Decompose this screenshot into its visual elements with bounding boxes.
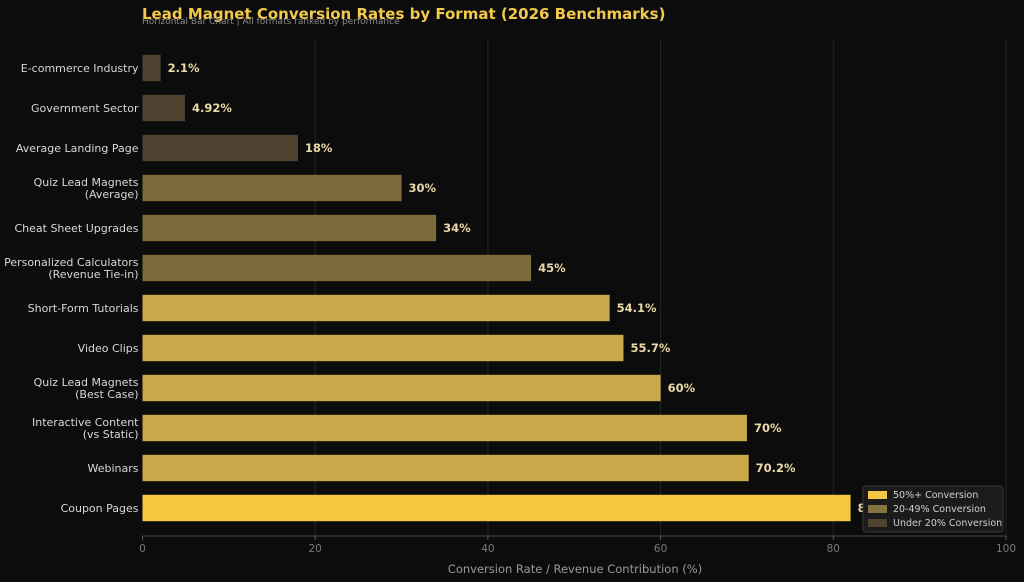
value-label-11: 70.2% bbox=[756, 461, 796, 475]
category-label-1: E-commerce Industry bbox=[21, 62, 139, 75]
legend-label-2: 20-49% Conversion bbox=[893, 504, 986, 515]
category-label-11: Webinars bbox=[87, 462, 138, 475]
value-label-4: 30% bbox=[409, 181, 437, 195]
x-tick-label-1: 20 bbox=[309, 543, 322, 555]
x-tick-label-0: 0 bbox=[139, 543, 146, 555]
category-label-10: Interactive Content (vs Static) bbox=[32, 416, 139, 441]
category-labels: E-commerce Industry Government Sector Aver… bbox=[4, 62, 139, 515]
x-axis-label: Conversion Rate / Revenue Contribution (… bbox=[448, 562, 702, 576]
bar-2 bbox=[142, 94, 185, 122]
category-label-2: Government Sector bbox=[31, 102, 139, 115]
category-label-3: Average Landing Page bbox=[16, 142, 139, 155]
chart-title: Lead Magnet Conversion Rates by Format (… bbox=[142, 5, 665, 23]
x-tick-label-3: 60 bbox=[654, 543, 667, 555]
category-label-9: Quiz Lead Magnets (Best Case) bbox=[34, 376, 139, 401]
x-axis: 0 20 40 60 80 100 bbox=[139, 535, 1016, 555]
bar-3 bbox=[142, 134, 298, 162]
bar-10 bbox=[142, 414, 747, 442]
value-label-1: 2.1% bbox=[168, 61, 200, 75]
x-tick-label-2: 40 bbox=[481, 543, 494, 555]
category-label-7: Short-Form Tutorials bbox=[28, 302, 139, 315]
value-label-5: 34% bbox=[443, 221, 471, 235]
value-label-2: 4.92% bbox=[192, 101, 232, 115]
value-label-10: 70% bbox=[754, 421, 782, 435]
bars bbox=[142, 54, 851, 522]
value-label-7: 54.1% bbox=[617, 301, 657, 315]
bar-5 bbox=[142, 214, 437, 242]
bar-9 bbox=[142, 374, 661, 402]
bar-8 bbox=[142, 334, 624, 362]
category-label-8: Video Clips bbox=[78, 342, 139, 355]
value-label-3: 18% bbox=[305, 141, 333, 155]
bar-4 bbox=[142, 174, 402, 202]
legend-box bbox=[862, 485, 1004, 533]
value-label-9: 60% bbox=[668, 381, 696, 395]
value-label-6: 45% bbox=[538, 261, 566, 275]
bar-1 bbox=[142, 54, 161, 82]
legend-label-3: Under 20% Conversion bbox=[893, 518, 1002, 529]
legend-swatch-1 bbox=[868, 491, 887, 499]
legend: 50%+ Conversion 20-49% Conversion Under 20… bbox=[862, 485, 1004, 533]
category-label-5: Cheat Sheet Upgrades bbox=[14, 222, 138, 235]
bar-12 bbox=[142, 494, 851, 522]
legend-swatch-3 bbox=[868, 519, 887, 527]
value-label-8: 55.7% bbox=[630, 341, 670, 355]
x-tick-label-4: 80 bbox=[827, 543, 840, 555]
bar-11 bbox=[142, 454, 749, 482]
legend-label-1: 50%+ Conversion bbox=[893, 490, 978, 501]
category-label-4: Quiz Lead Magnets (Average) bbox=[34, 176, 139, 201]
grid-lines bbox=[314, 40, 1007, 536]
legend-swatch-2 bbox=[868, 505, 887, 513]
category-label-6: Personalized Calculators (Revenue Tie-in) bbox=[4, 256, 139, 281]
category-label-12: Coupon Pages bbox=[61, 502, 139, 515]
x-tick-label-5: 100 bbox=[996, 543, 1016, 555]
chart-subtitle: Horizontal Bar Chart | All formats ranke… bbox=[142, 17, 400, 27]
bar-6 bbox=[142, 254, 532, 282]
value-labels: 2.1% 4.92% 18% 30% 34% 45% 54.1% 55.7% 60% 70% 70.… bbox=[168, 61, 886, 515]
bar-7 bbox=[142, 294, 610, 322]
